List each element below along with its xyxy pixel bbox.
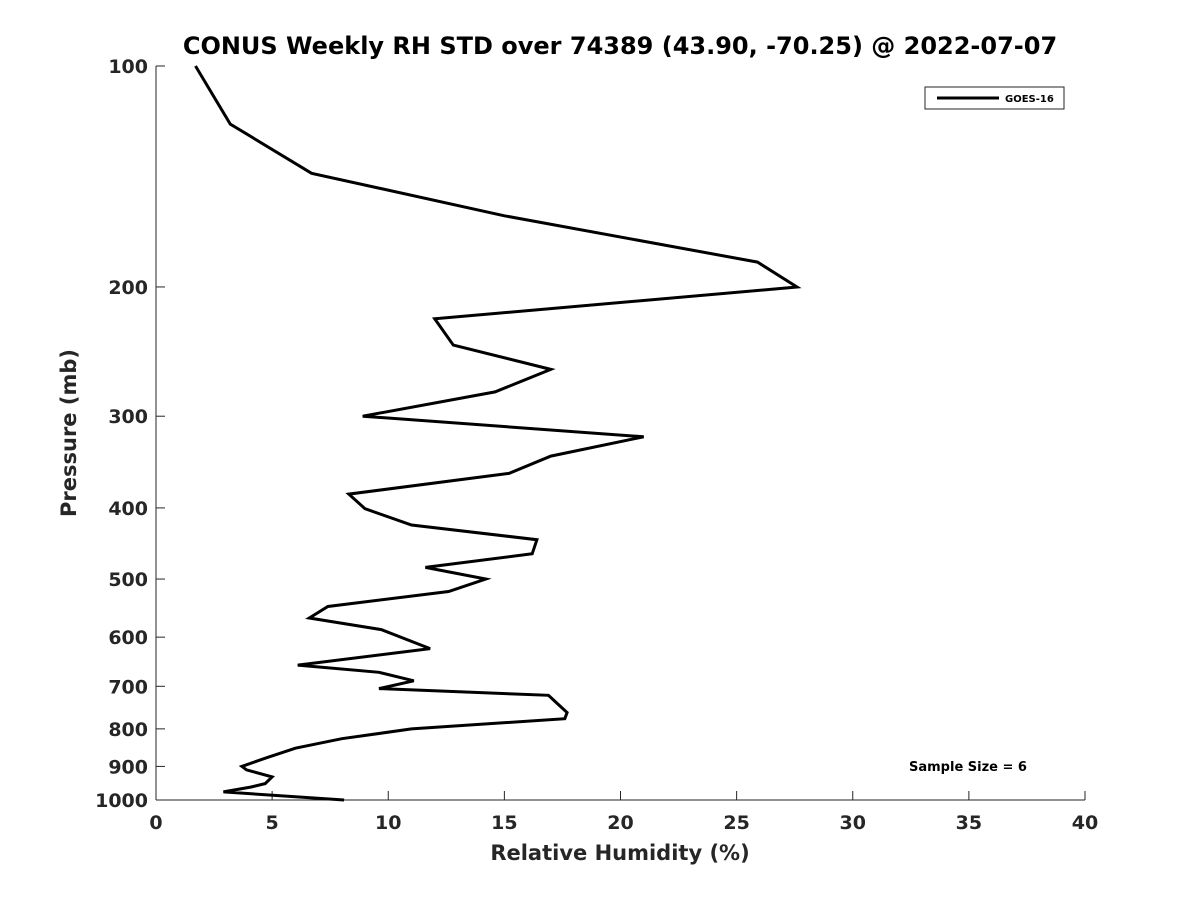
- x-tick-label: 15: [491, 812, 517, 834]
- chart-title: CONUS Weekly RH STD over 74389 (43.90, -…: [183, 32, 1057, 60]
- x-tick-label: 35: [956, 812, 982, 834]
- legend: GOES-16: [924, 86, 1065, 110]
- plot-area: 0 5 10 15 20 25 30 35 40 100 200 300 400 500 600 700 80…: [95, 56, 1098, 834]
- y-tick-label: 200: [108, 277, 148, 299]
- x-tick-label: 40: [1072, 812, 1098, 834]
- x-axis-label: Relative Humidity (%): [490, 841, 749, 865]
- legend-entry-goes-16: GOES-16: [1005, 94, 1054, 105]
- y-axis-label: Pressure (mb): [57, 349, 81, 517]
- y-ticks: 100 200 300 400 500 600 700 800 900 1000: [95, 56, 165, 812]
- y-tick-label: 400: [108, 498, 148, 520]
- x-tick-label: 0: [149, 812, 162, 834]
- y-tick-label: 500: [108, 569, 148, 591]
- y-tick-label: 100: [108, 56, 148, 78]
- y-tick-label: 900: [108, 756, 148, 778]
- x-tick-label: 10: [375, 812, 401, 834]
- y-tick-label: 700: [108, 676, 148, 698]
- y-tick-label: 600: [108, 627, 148, 649]
- series-layer: [194, 65, 802, 802]
- y-tick-label: 300: [108, 406, 148, 428]
- x-tick-label: 30: [840, 812, 866, 834]
- x-ticks: 0 5 10 15 20 25 30 35 40: [149, 791, 1098, 834]
- x-tick-label: 25: [723, 812, 749, 834]
- x-tick-label: 5: [266, 812, 279, 834]
- x-tick-label: 20: [607, 812, 633, 834]
- series-line-goes-16: [194, 65, 802, 802]
- sample-size-annotation: Sample Size = 6: [909, 760, 1027, 775]
- y-tick-label: 800: [108, 719, 148, 741]
- y-tick-label: 1000: [95, 790, 148, 812]
